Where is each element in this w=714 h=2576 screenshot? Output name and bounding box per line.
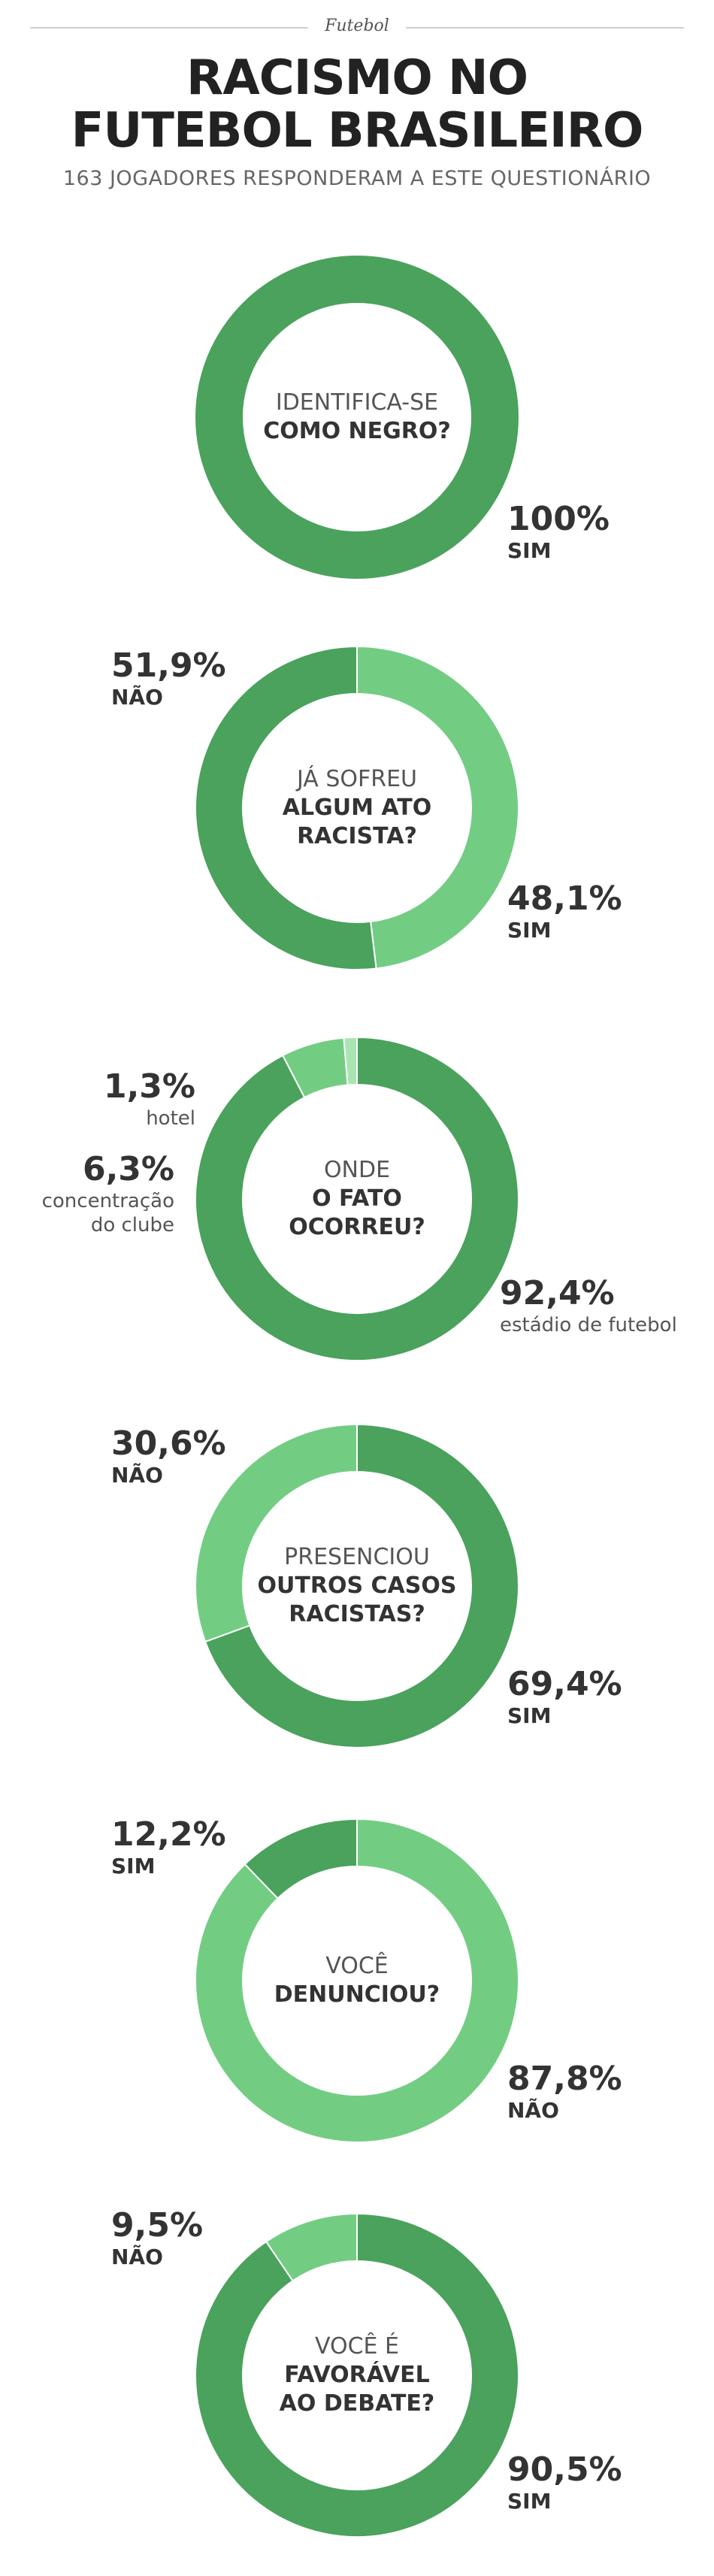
donut-svg (195, 645, 520, 970)
donut-chart-6: VOCÊ É FAVORÁVEL AO DEBATE? (0, 2184, 714, 2574)
slice-label: 51,9% NÃO (111, 646, 226, 710)
donut-chart-2: JÁ SOFREU ALGUM ATO RACISTA? (0, 616, 714, 1007)
slice-percent: 1,3% (103, 1067, 195, 1106)
slice-label: 6,3% concentração do clube (42, 1150, 174, 1237)
donut-slice (244, 1818, 358, 1899)
question-line: VOCÊ É (314, 2333, 399, 2360)
chart-question: IDENTIFICA-SE COMO NEGRO? (244, 389, 470, 446)
slice-percent: 6,3% (82, 1150, 174, 1188)
question-line: ALGUM ATO (282, 795, 432, 821)
slice-caption: SIM (507, 918, 552, 943)
slice-percent: 30,6% (111, 1424, 226, 1463)
slice-label: 9,5% NÃO (111, 2206, 203, 2269)
donut-slice (195, 1036, 519, 1361)
donut-chart-1: IDENTIFICA-SE COMO NEGRO? (0, 226, 714, 616)
chart-question: VOCÊ É FAVORÁVEL AO DEBATE? (244, 2332, 470, 2418)
slice-percent: 12,2% (111, 1815, 226, 1854)
slice-caption: SIM (111, 1854, 156, 1878)
infographic-header: Futebol RACISMO NO FUTEBOL BRASILEIRO 16… (0, 0, 714, 218)
question-line: PRESENCIOU (284, 1544, 430, 1570)
slice-caption: SIM (507, 1703, 552, 1728)
slice-label: 100% SIM (507, 500, 610, 563)
divider-left (30, 27, 308, 29)
question-line: OCORREU? (289, 1214, 425, 1240)
slice-percent: 9,5% (111, 2206, 204, 2245)
slice-label: 12,2% SIM (111, 1815, 226, 1878)
chart-question: VOCÊ DENUNCIOU? (244, 1952, 470, 2009)
chart-question: JÁ SOFREU ALGUM ATO RACISTA? (244, 765, 470, 851)
question-line: AO DEBATE? (279, 2390, 435, 2417)
slice-caption: estádio de futebol (500, 1314, 677, 1336)
slice-caption: SIM (507, 2489, 552, 2514)
question-line: RACISTA? (297, 823, 417, 849)
question-line: RACISTAS? (289, 1601, 425, 1627)
question-line: DENUNCIOU? (274, 1981, 440, 2008)
donut-chart-4: PRESENCIOU OUTROS CASOS RACISTAS? (0, 1394, 714, 1785)
page-subtitle: 163 JOGADORES RESPONDERAM A ESTE QUESTIO… (62, 167, 652, 190)
slice-percent: 48,1% (507, 879, 622, 918)
donut-svg (195, 256, 519, 579)
slice-caption: hotel (146, 1107, 195, 1130)
donut-slice (343, 1036, 358, 1086)
donut-slice (195, 645, 377, 970)
section-row: Futebol (0, 17, 714, 39)
donut-slice (195, 2212, 519, 2538)
slice-caption: NÃO (507, 2098, 559, 2123)
slice-label: 48,1% SIM (507, 879, 622, 943)
divider-right (406, 27, 684, 29)
slice-caption: NÃO (111, 2245, 163, 2269)
donut-svg (195, 1423, 519, 1748)
slice-label: 87,8% NÃO (507, 2060, 622, 2123)
question-line: O FATO (312, 1185, 402, 1212)
slice-percent: 90,5% (507, 2450, 622, 2489)
slice-percent: 100% (507, 500, 610, 538)
question-line: FAVORÁVEL (284, 2362, 430, 2388)
donut-chart-5: VOCÊ DENUNCIOU? (0, 1789, 714, 2180)
slice-caption: NÃO (111, 1463, 163, 1488)
donut-chart-3: ONDE O FATO OCORREU? (0, 1007, 714, 1398)
slice-label: 30,6% NÃO (111, 1424, 226, 1488)
donut-slice (195, 256, 519, 579)
donut-slice (356, 645, 520, 970)
slice-label: 69,4% SIM (507, 1665, 622, 1728)
donut-slice (265, 2212, 358, 2282)
slice-label: 90,5% SIM (507, 2450, 622, 2514)
page-title-line-1: RACISMO NO (186, 50, 528, 106)
donut-slice (195, 1818, 519, 2143)
question-line: ONDE (323, 1157, 391, 1183)
slice-caption: SIM (507, 538, 552, 563)
page-title-line-2: FUTEBOL BRASILEIRO (71, 103, 644, 159)
donut-svg (195, 1036, 519, 1361)
slice-label: 1,3% hotel (104, 1067, 195, 1131)
donut-slice (204, 1423, 519, 1748)
chart-question: PRESENCIOU OUTROS CASOS RACISTAS? (244, 1543, 470, 1629)
slice-percent: 87,8% (507, 2060, 622, 2098)
question-line: COMO NEGRO? (263, 418, 451, 444)
slice-percent: 69,4% (507, 1665, 622, 1703)
section-label: Futebol (325, 17, 389, 35)
slice-caption: NÃO (111, 685, 163, 710)
donut-slice (195, 1423, 358, 1643)
donut-svg (195, 1818, 519, 2143)
question-line: IDENTIFICA-SE (275, 389, 439, 416)
chart-question: ONDE O FATO OCORREU? (244, 1156, 470, 1242)
slice-percent: 51,9% (111, 646, 226, 685)
question-line: JÁ SOFREU (296, 766, 418, 792)
question-line: OUTROS CASOS (257, 1573, 457, 1599)
slice-label: 92,4% estádio de futebol (500, 1274, 677, 1337)
question-line: VOCÊ (325, 1953, 389, 1979)
donut-svg (195, 2212, 519, 2538)
slice-percent: 92,4% (500, 1274, 615, 1312)
slice-caption: concentração do clube (41, 1190, 174, 1237)
